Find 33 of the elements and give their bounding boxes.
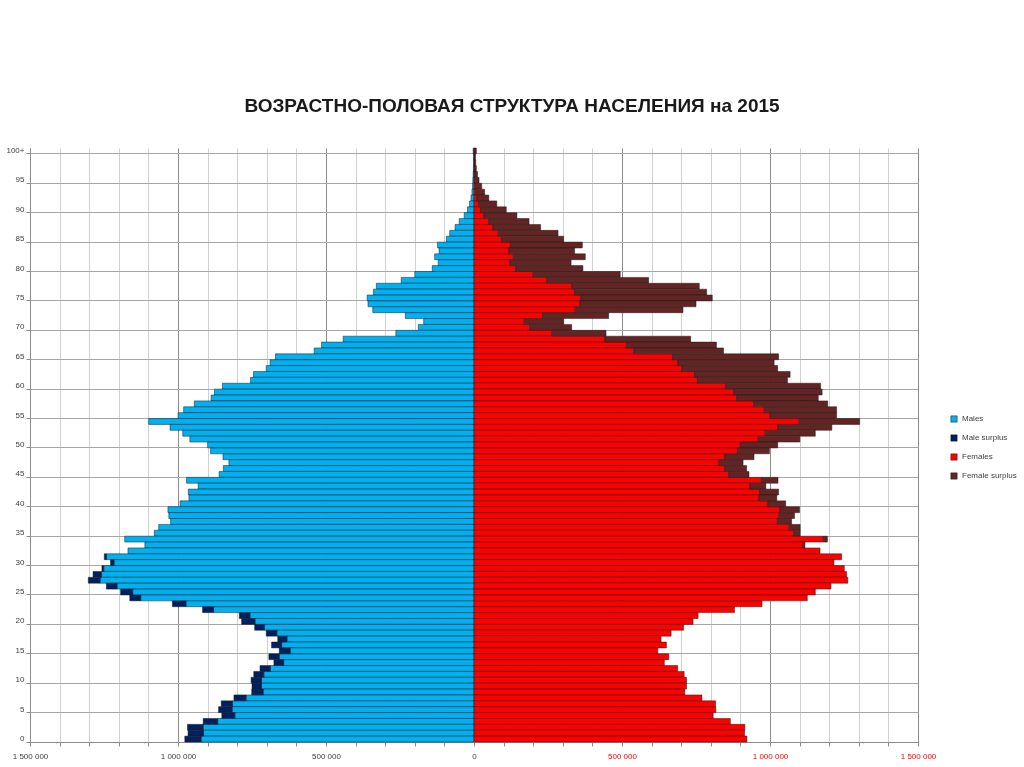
y-tick-label: 45 [15, 469, 26, 479]
y-tick-label: 95 [15, 175, 26, 185]
legend-label: Females [962, 452, 993, 461]
y-tick-label: 5 [20, 704, 26, 714]
legend-label: Male surplus [962, 433, 1008, 442]
y-tick-label: 60 [15, 381, 26, 391]
legend-label: Female surplus [962, 471, 1017, 480]
x-tick-label: 1 000 000 [752, 751, 789, 761]
x-tick-label: 0 [472, 751, 478, 761]
y-tick-label: 90 [15, 204, 26, 214]
y-tick-label: 65 [15, 351, 26, 361]
y-tick-label: 15 [15, 645, 26, 655]
y-tick-label: 75 [15, 292, 26, 302]
y-tick-label: 0 [20, 734, 26, 744]
y-tick-label: 20 [15, 616, 26, 626]
y-tick-label: 100+ [6, 145, 25, 155]
y-tick-label: 50 [15, 440, 26, 449]
y-tick-label: 80 [15, 263, 26, 273]
y-tick-label: 25 [15, 587, 26, 597]
y-tick-label: 10 [15, 675, 26, 685]
x-tick-label: 500 000 [312, 751, 342, 761]
y-tick-label: 55 [15, 410, 26, 420]
x-tick-label: 1 500 000 [900, 751, 937, 761]
y-tick-label: 40 [15, 498, 26, 508]
x-tick-label: 1 000 000 [160, 751, 197, 761]
y-tick-label: 35 [15, 528, 26, 538]
y-tick-label: 30 [15, 557, 26, 567]
chart-title: ВОЗРАСТНО-ПОЛОВАЯ СТРУКТУРА НАСЕЛЕНИЯ на 2015 [244, 95, 781, 117]
y-tick-label: 70 [15, 322, 26, 332]
legend-label: Males [962, 414, 984, 423]
y-tick-label: 85 [15, 234, 26, 244]
x-tick-label: 500 000 [608, 751, 638, 761]
x-tick-label: 1 500 000 [12, 751, 49, 761]
